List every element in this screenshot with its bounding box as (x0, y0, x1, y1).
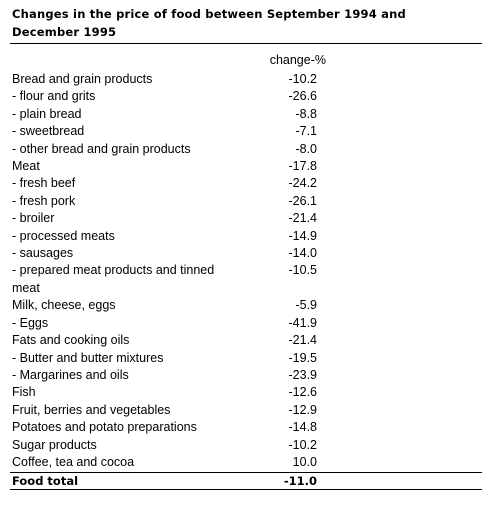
table-row: - broiler -21.4 (10, 210, 472, 227)
row-value: -21.4 (288, 211, 318, 226)
row-value: -12.9 (288, 402, 318, 417)
price-change-document: Changes in the price of food between Sep… (10, 5, 482, 491)
total-row: Food total -11.0 (10, 473, 472, 489)
row-value: -8.8 (295, 106, 317, 121)
table-row: Fats and cooking oils -21.4 (10, 332, 472, 349)
table-title: Changes in the price of food between Sep… (12, 7, 406, 39)
table-row: - fresh beef -24.2 (10, 175, 472, 192)
row-label: - fresh beef (12, 176, 76, 191)
row-label: - Butter and butter mixtures (12, 350, 164, 365)
table-row: - sausages -14.0 (10, 245, 472, 262)
row-label: Sugar products (12, 437, 97, 452)
row-label: Fish (12, 385, 36, 400)
change-percent-header: change-% (269, 53, 326, 67)
total-label: Food total (12, 474, 79, 489)
row-value: -8.0 (295, 141, 317, 156)
table-row: Sugar products -10.2 (10, 437, 472, 454)
row-label: Potatoes and potato preparations (12, 420, 197, 435)
row-value: -41.9 (288, 315, 318, 330)
total-value: -11.0 (283, 474, 317, 489)
row-value: -19.5 (288, 350, 318, 365)
row-label: - prepared meat products and tinned meat (12, 263, 215, 295)
row-label: - flour and grits (12, 89, 96, 104)
row-label: - processed meats (12, 228, 115, 243)
bottom-rule (10, 489, 482, 491)
table-row: Coffee, tea and cocoa 10.0 (10, 454, 472, 471)
row-value: -26.6 (288, 89, 318, 104)
table-row: - sweetbread -7.1 (10, 123, 472, 140)
row-label: Fats and cooking oils (12, 333, 130, 348)
table-row: - Eggs -41.9 (10, 315, 472, 332)
table-row: - processed meats -14.9 (10, 228, 472, 245)
title-rule (10, 43, 482, 44)
row-label: - Eggs (12, 315, 49, 330)
row-value: -14.9 (288, 228, 318, 243)
row-value: -10.2 (288, 437, 318, 452)
row-label: - plain bread (12, 106, 82, 121)
row-label: - other bread and grain products (12, 141, 191, 156)
row-label: Bread and grain products (12, 72, 153, 86)
table-row: Potatoes and potato preparations -14.8 (10, 419, 472, 436)
row-label: - Margarines and oils (12, 367, 129, 382)
table-row: - Margarines and oils -23.9 (10, 367, 472, 384)
row-value: -10.5 (288, 263, 318, 278)
row-value: -14.8 (288, 420, 318, 435)
row-label: Meat (12, 159, 40, 174)
row-value: -23.9 (288, 367, 318, 382)
row-label: Coffee, tea and cocoa (12, 454, 135, 469)
table-row: - fresh pork -26.1 (10, 193, 472, 210)
row-value: -26.1 (288, 193, 318, 208)
row-value: -17.8 (288, 159, 318, 174)
row-value: -5.9 (295, 298, 317, 313)
table-row: - plain bread -8.8 (10, 106, 472, 123)
row-value: 10.0 (292, 454, 317, 469)
row-label: - broiler (12, 211, 55, 226)
row-value: -21.4 (288, 333, 318, 348)
table-row: Bread and grain products -10.2 (10, 71, 472, 88)
total-separator (10, 472, 482, 474)
row-label: - sweetbread (12, 124, 85, 139)
table-row: Fruit, berries and vegetables -12.9 (10, 402, 472, 419)
row-label: - fresh pork (12, 193, 76, 208)
table-row: Milk, cheese, eggs -5.9 (10, 297, 472, 314)
row-value: -10.2 (288, 72, 318, 86)
row-value: -24.2 (288, 176, 318, 191)
row-label: - sausages (12, 246, 74, 261)
table-row: - other bread and grain products -8.0 (10, 141, 472, 158)
row-value: -12.6 (288, 385, 318, 400)
row-label: Milk, cheese, eggs (12, 298, 116, 313)
column-header-row: change-% (10, 53, 472, 70)
table-row: - flour and grits -26.6 (10, 88, 472, 105)
table-row: - prepared meat products and tinned meat… (10, 262, 472, 297)
table-row: Fish -12.6 (10, 384, 472, 401)
table-row: - Butter and butter mixtures -19.5 (10, 350, 472, 367)
table-body: Bread and grain products -10.2 - flour an… (10, 71, 472, 471)
table-row: Meat -17.8 (10, 158, 472, 175)
row-label: Fruit, berries and vegetables (12, 402, 171, 417)
row-value: -14.0 (288, 246, 318, 261)
row-value: -7.1 (295, 124, 317, 139)
